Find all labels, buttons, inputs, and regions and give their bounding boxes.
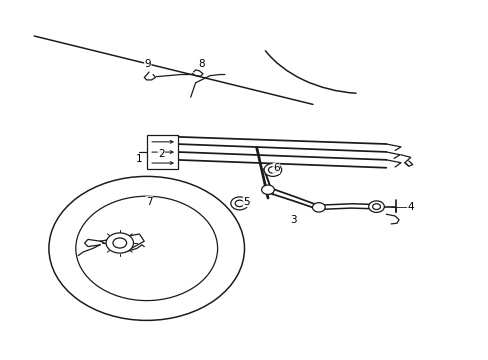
Text: 9: 9: [144, 59, 151, 69]
Text: 2: 2: [158, 149, 164, 159]
Text: 1: 1: [136, 154, 142, 164]
Text: 5: 5: [243, 197, 249, 207]
Circle shape: [264, 163, 281, 176]
Circle shape: [230, 197, 248, 210]
Circle shape: [312, 203, 325, 212]
Text: 3: 3: [289, 215, 296, 225]
Text: 4: 4: [407, 202, 413, 212]
Text: 8: 8: [198, 59, 205, 69]
Circle shape: [268, 167, 277, 173]
Circle shape: [372, 204, 380, 210]
Circle shape: [235, 200, 244, 207]
Text: 7: 7: [145, 197, 152, 207]
Circle shape: [113, 238, 126, 248]
Circle shape: [76, 196, 217, 301]
Circle shape: [368, 201, 384, 212]
Circle shape: [49, 176, 244, 320]
Text: 6: 6: [272, 163, 279, 174]
Circle shape: [106, 233, 133, 253]
Circle shape: [261, 185, 274, 194]
Bar: [146, 135, 178, 169]
